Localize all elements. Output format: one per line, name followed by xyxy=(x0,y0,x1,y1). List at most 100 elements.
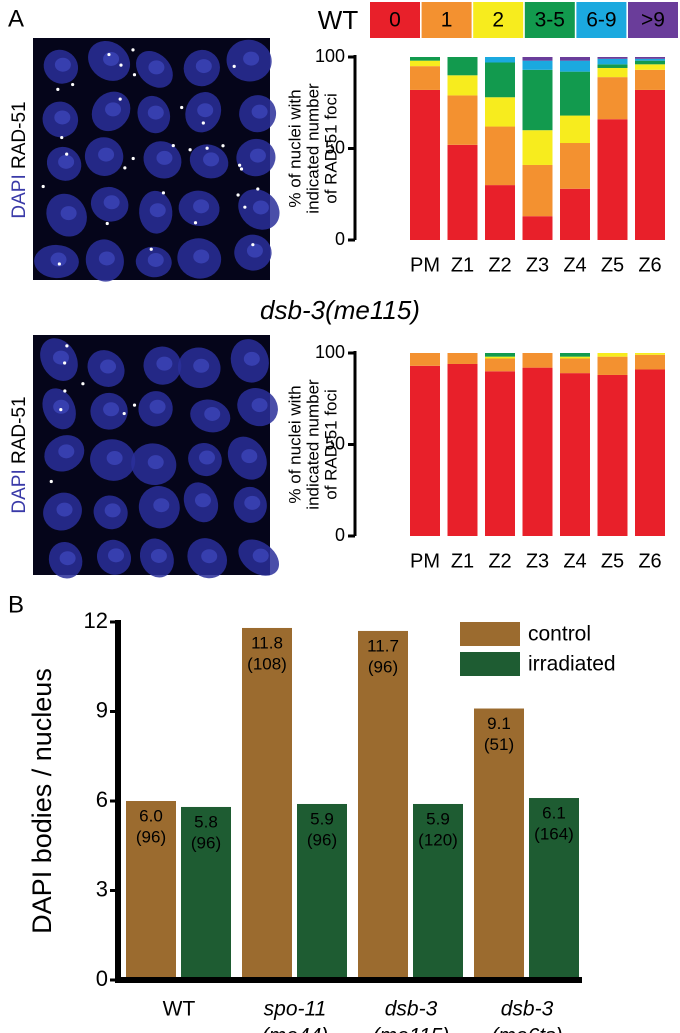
bar xyxy=(358,630,408,980)
focus xyxy=(132,73,137,77)
focus xyxy=(180,105,184,110)
focus xyxy=(188,148,192,152)
value-label: 6.1 xyxy=(542,804,566,823)
nucleus-core xyxy=(147,105,164,120)
nucleus-core xyxy=(251,104,268,119)
legend-label: control xyxy=(528,623,591,646)
focus xyxy=(221,144,225,148)
bar-segment xyxy=(485,57,515,63)
legend-label: irradiated xyxy=(528,653,616,676)
stain-label: DAPI xyxy=(9,469,30,513)
x-tick-label: Z3 xyxy=(526,254,549,276)
y-tick-label: 50 xyxy=(325,137,345,157)
nucleus-core xyxy=(58,154,75,169)
n-label: (108) xyxy=(247,654,287,673)
focus xyxy=(57,262,61,266)
chart-title: dsb-3(me115) xyxy=(260,295,420,325)
bar-segment xyxy=(447,75,478,96)
legend-label: 1 xyxy=(441,9,453,32)
focus xyxy=(63,361,67,365)
legend-swatch xyxy=(460,652,520,676)
nucleus-core xyxy=(54,57,71,72)
bar-segment xyxy=(447,363,478,536)
focus xyxy=(239,167,244,171)
focus xyxy=(201,121,205,125)
nucleus-core xyxy=(147,252,164,267)
y-axis-label: % of nuclei with xyxy=(285,89,304,207)
micrograph xyxy=(33,335,280,579)
legend-swatch xyxy=(370,2,420,38)
nucleus-core xyxy=(194,493,211,508)
bar-segment xyxy=(635,58,665,61)
focus xyxy=(131,48,135,52)
bar-segment xyxy=(597,64,628,68)
x-tick-label: PM xyxy=(410,254,440,276)
n-label: (120) xyxy=(418,830,458,849)
bar-segment xyxy=(522,130,553,165)
nucleus-core xyxy=(98,251,115,266)
bar-segment xyxy=(447,57,478,76)
focus xyxy=(251,243,255,247)
y-axis-label: indicated number xyxy=(303,379,322,510)
nucleus-core xyxy=(108,548,125,563)
value-label: 6.0 xyxy=(139,806,163,825)
focus xyxy=(132,403,137,407)
focus xyxy=(171,143,175,148)
focus xyxy=(63,389,67,393)
value-label: 5.8 xyxy=(194,812,218,831)
nucleus-core xyxy=(59,551,76,566)
x-tick-label: Z1 xyxy=(451,550,474,572)
bar-segment xyxy=(447,95,478,145)
legend-label: 0 xyxy=(389,9,401,32)
bar xyxy=(413,803,463,980)
bar-segment xyxy=(485,185,515,240)
bar-segment xyxy=(410,365,440,536)
nucleus-core xyxy=(103,402,120,417)
x-tick-label: Z4 xyxy=(563,550,586,572)
x-tick-label: Z6 xyxy=(638,254,661,276)
nucleus-core xyxy=(243,51,260,66)
x-tick-label: (me115) xyxy=(373,1025,450,1033)
nucleus-core xyxy=(249,148,266,163)
y-tick-label: 9 xyxy=(96,697,108,722)
nucleus-core xyxy=(103,51,120,66)
bar-segment xyxy=(597,374,628,536)
micrograph xyxy=(33,38,280,282)
nucleus-core xyxy=(56,502,73,517)
focus xyxy=(205,146,209,150)
bar-segment xyxy=(597,353,628,357)
x-tick-label: Z5 xyxy=(601,254,624,276)
marker-label: RAD-51 xyxy=(9,101,30,169)
x-tick-label: dsb-3 xyxy=(385,998,438,1021)
legend-label: 2 xyxy=(492,9,504,32)
y-axis-label: DAPI bodies / nucleus xyxy=(27,668,57,934)
bar-segment xyxy=(635,353,665,355)
bar-segment xyxy=(560,353,590,357)
nucleus-core xyxy=(241,449,258,464)
x-tick-label: Z3 xyxy=(526,550,549,572)
bar-segment xyxy=(560,188,590,240)
x-tick-label: Z2 xyxy=(488,254,511,276)
nucleus-core xyxy=(153,498,170,513)
nucleus-core xyxy=(103,195,120,210)
bar-segment xyxy=(560,143,590,189)
bar xyxy=(126,801,176,980)
nucleus-core xyxy=(193,199,210,214)
y-tick-label: 3 xyxy=(96,876,108,901)
y-tick-label: 0 xyxy=(335,525,345,545)
bar-segment xyxy=(485,358,515,372)
bar-segment xyxy=(597,77,628,120)
focus xyxy=(236,193,240,197)
focus xyxy=(161,191,166,195)
nucleus-core xyxy=(105,102,122,117)
nucleus-core xyxy=(156,150,173,165)
nucleus-core xyxy=(197,103,214,118)
legend-swatch xyxy=(421,2,472,38)
legend-swatch xyxy=(460,622,520,646)
x-tick-label: PM xyxy=(410,550,440,572)
x-tick-label: (me6ts) xyxy=(491,1025,562,1033)
marker-label: RAD-51 xyxy=(9,396,30,464)
focus xyxy=(71,82,75,87)
bar xyxy=(181,806,231,980)
bar-segment xyxy=(560,115,590,144)
